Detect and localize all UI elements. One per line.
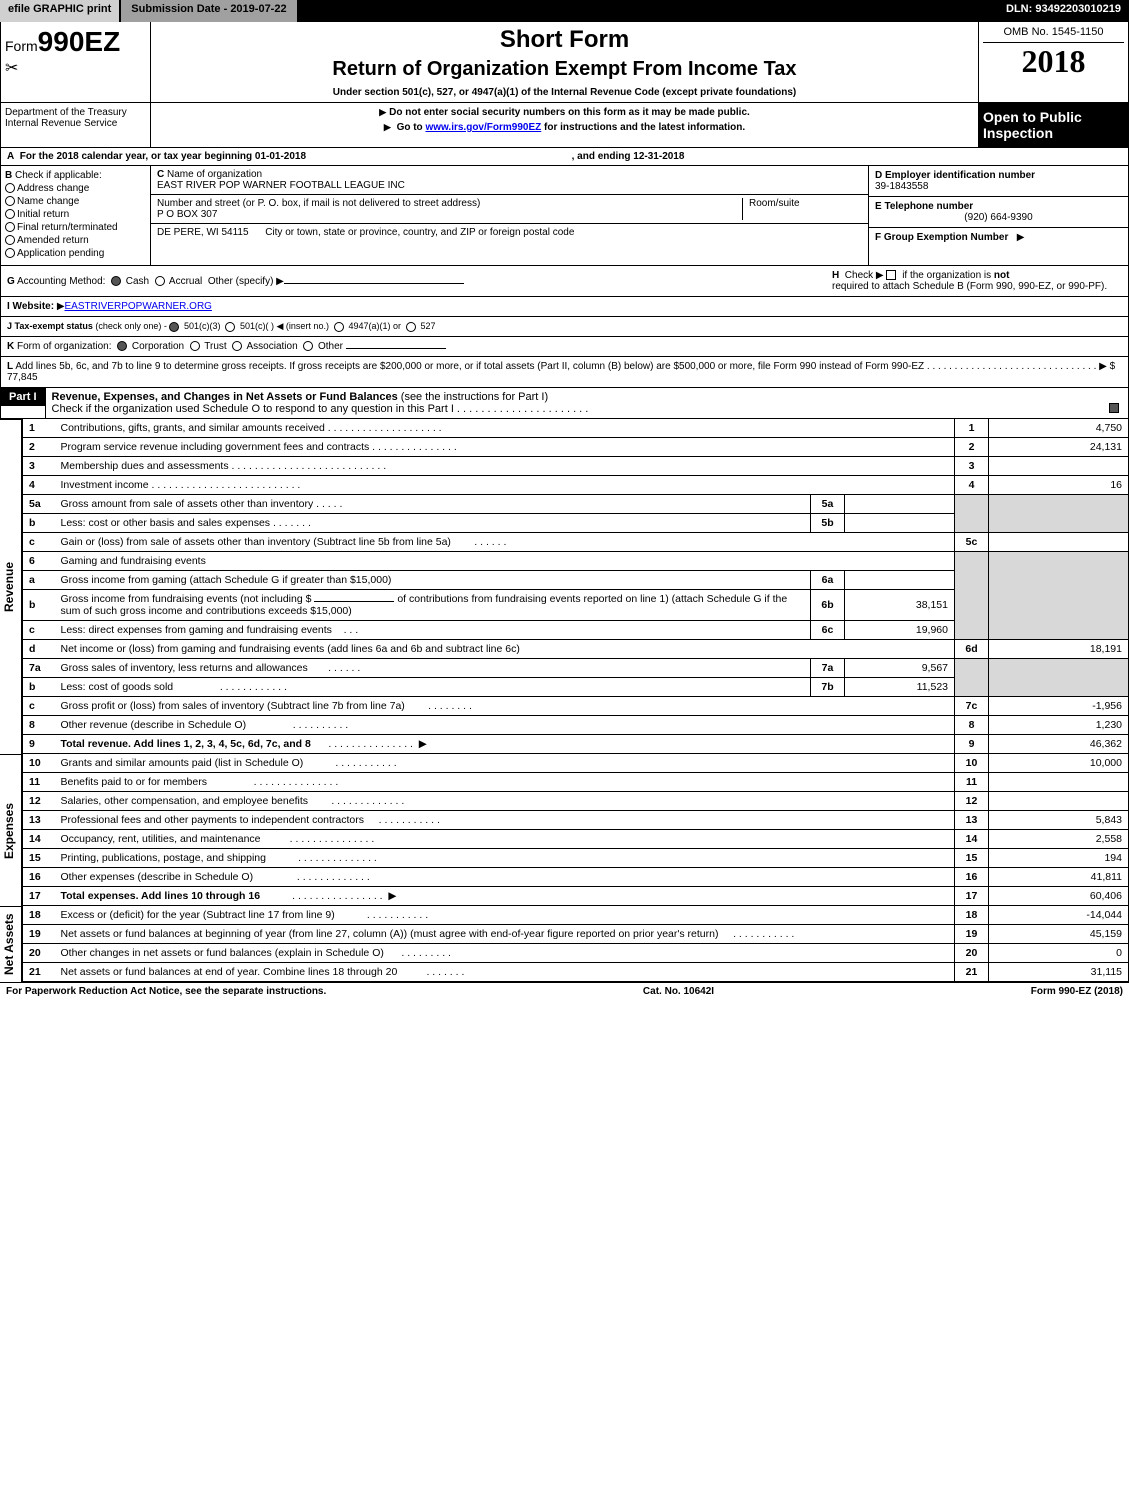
irs-link[interactable]: www.irs.gov/Form990EZ xyxy=(425,122,541,133)
net-assets-sidebar: Net Assets xyxy=(0,906,22,982)
efile-print-button[interactable]: efile GRAPHIC print xyxy=(0,0,121,22)
chk-h[interactable] xyxy=(886,270,896,280)
return-title: Return of Organization Exempt From Incom… xyxy=(155,58,974,81)
irs-label: Internal Revenue Service xyxy=(5,118,146,129)
website-link[interactable]: EASTRIVERPOPWARNER.ORG xyxy=(65,301,212,312)
line-21: 21Net assets or fund balances at end of … xyxy=(23,963,1129,982)
line-6d: dNet income or (loss) from gaming and fu… xyxy=(23,640,1129,659)
radio-4947[interactable] xyxy=(334,322,344,332)
d-label: D Employer identification number xyxy=(875,170,1035,181)
section-d-e-f: D Employer identification number 39-1843… xyxy=(868,166,1128,265)
chk-name-change[interactable]: Name change xyxy=(5,196,146,207)
form-number: Form990EZ xyxy=(5,26,146,58)
section-b: B Check if applicable: Address change Na… xyxy=(1,166,151,265)
subtitle: Under section 501(c), 527, or 4947(a)(1)… xyxy=(155,87,974,98)
ein: 39-1843558 xyxy=(875,181,928,192)
dept-treasury: Department of the Treasury xyxy=(5,107,146,118)
short-form-title: Short Form xyxy=(155,26,974,54)
phone: (920) 664-9390 xyxy=(875,212,1122,223)
dln-label: DLN: 93492203010219 xyxy=(998,0,1129,22)
chk-application-pending[interactable]: Application pending xyxy=(5,248,146,259)
radio-accrual[interactable] xyxy=(155,276,165,286)
top-bar: efile GRAPHIC print Submission Date - 20… xyxy=(0,0,1129,22)
section-l: L Add lines 5b, 6c, and 7b to line 9 to … xyxy=(0,357,1129,388)
line-15: 15Printing, publications, postage, and s… xyxy=(23,849,1129,868)
room-suite-label: Room/suite xyxy=(749,198,800,209)
line-20: 20Other changes in net assets or fund ba… xyxy=(23,944,1129,963)
chk-address-change[interactable]: Address change xyxy=(5,183,146,194)
radio-501c3[interactable] xyxy=(169,322,179,332)
line-3: 3Membership dues and assessments . . . .… xyxy=(23,457,1129,476)
dept-row: Department of the Treasury Internal Reve… xyxy=(0,103,1129,148)
expenses-section: Expenses 10Grants and similar amounts pa… xyxy=(0,754,1129,906)
section-j: J Tax-exempt status (check only one) - 5… xyxy=(0,317,1129,337)
chk-schedule-o[interactable] xyxy=(1109,403,1119,413)
radio-501c[interactable] xyxy=(225,322,235,332)
line-18: 18Excess or (deficit) for the year (Subt… xyxy=(23,906,1129,925)
line-5c: cGain or (loss) from sale of assets othe… xyxy=(23,533,1129,552)
section-c: C Name of organization EAST RIVER POP WA… xyxy=(151,166,868,265)
net-assets-section: Net Assets 18Excess or (deficit) for the… xyxy=(0,906,1129,982)
section-i: I Website: ▶EASTRIVERPOPWARNER.ORG xyxy=(0,297,1129,317)
line-8: 8Other revenue (describe in Schedule O) … xyxy=(23,716,1129,735)
section-g-h: G Accounting Method: Cash Accrual Other … xyxy=(0,266,1129,297)
radio-association[interactable] xyxy=(232,341,242,351)
part-i-header: Part I Revenue, Expenses, and Changes in… xyxy=(0,388,1129,419)
section-k: K Form of organization: Corporation Trus… xyxy=(0,337,1129,357)
line-5a: 5aGross amount from sale of assets other… xyxy=(23,495,1129,514)
line-7c: cGross profit or (loss) from sales of in… xyxy=(23,697,1129,716)
line-2: 2Program service revenue including gover… xyxy=(23,438,1129,457)
part-i-tag: Part I xyxy=(1,388,45,406)
radio-other[interactable] xyxy=(303,341,313,351)
line-14: 14Occupancy, rent, utilities, and mainte… xyxy=(23,830,1129,849)
chk-final-return[interactable]: Final return/terminated xyxy=(5,222,146,233)
tax-year: 2018 xyxy=(983,43,1124,80)
e-label: E Telephone number xyxy=(875,201,973,212)
line-11: 11Benefits paid to or for members . . . … xyxy=(23,773,1129,792)
info-grid: B Check if applicable: Address change Na… xyxy=(0,166,1129,266)
org-name: EAST RIVER POP WARNER FOOTBALL LEAGUE IN… xyxy=(157,180,405,191)
page-footer: For Paperwork Reduction Act Notice, see … xyxy=(0,982,1129,1000)
catalog-number: Cat. No. 10642I xyxy=(643,986,714,997)
omb-number: OMB No. 1545-1150 xyxy=(983,26,1124,43)
radio-cash[interactable] xyxy=(111,276,121,286)
chk-initial-return[interactable]: Initial return xyxy=(5,209,146,220)
line-7a: 7aGross sales of inventory, less returns… xyxy=(23,659,1129,678)
paperwork-notice: For Paperwork Reduction Act Notice, see … xyxy=(6,986,326,997)
org-city: DE PERE, WI 54115 xyxy=(157,227,249,238)
f-label: F Group Exemption Number xyxy=(875,232,1008,243)
submission-date: Submission Date - 2019-07-22 xyxy=(121,0,298,22)
goto-pre: Go to xyxy=(397,122,426,133)
form-header: Form990EZ ✂ Short Form Return of Organiz… xyxy=(0,22,1129,103)
form-version: Form 990-EZ (2018) xyxy=(1031,986,1123,997)
line-17: 17Total expenses. Add lines 10 through 1… xyxy=(23,887,1129,906)
radio-trust[interactable] xyxy=(190,341,200,351)
line-9: 9Total revenue. Add lines 1, 2, 3, 4, 5c… xyxy=(23,735,1129,754)
line-1: 1Contributions, gifts, grants, and simil… xyxy=(23,419,1129,438)
revenue-section: Revenue 1Contributions, gifts, grants, a… xyxy=(0,419,1129,754)
chk-amended-return[interactable]: Amended return xyxy=(5,235,146,246)
line-19: 19Net assets or fund balances at beginni… xyxy=(23,925,1129,944)
line-6: 6Gaming and fundraising events xyxy=(23,552,1129,571)
line-13: 13Professional fees and other payments t… xyxy=(23,811,1129,830)
goto-post: for instructions and the latest informat… xyxy=(544,122,745,133)
line-4: 4Investment income . . . . . . . . . . .… xyxy=(23,476,1129,495)
line-16: 16Other expenses (describe in Schedule O… xyxy=(23,868,1129,887)
expenses-sidebar: Expenses xyxy=(0,754,22,906)
open-to-public: Open to Public Inspection xyxy=(979,103,1128,147)
radio-527[interactable] xyxy=(406,322,416,332)
ssn-warning: Do not enter social security numbers on … xyxy=(155,107,974,118)
line-12: 12Salaries, other compensation, and empl… xyxy=(23,792,1129,811)
radio-corporation[interactable] xyxy=(117,341,127,351)
org-address: P O BOX 307 xyxy=(157,209,217,220)
revenue-sidebar: Revenue xyxy=(0,419,22,754)
line-10: 10Grants and similar amounts paid (list … xyxy=(23,754,1129,773)
section-a: A For the 2018 calendar year, or tax yea… xyxy=(0,148,1129,166)
